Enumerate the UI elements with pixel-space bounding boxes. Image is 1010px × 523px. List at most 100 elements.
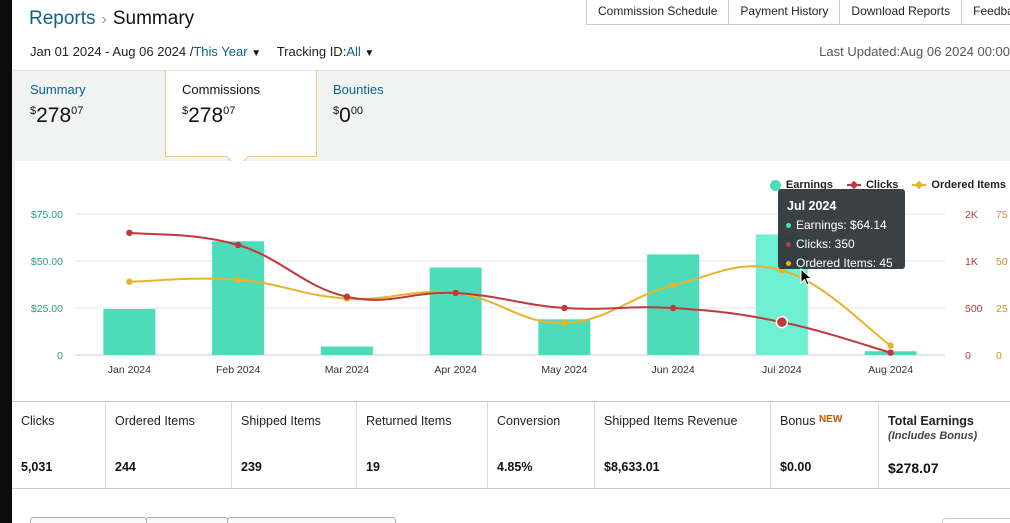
tile-bounties[interactable]: Bounties $000 [333, 71, 463, 157]
tracking-id-value: All [346, 44, 361, 59]
stat-label: Conversion [497, 414, 561, 428]
legend-earnings[interactable]: Earnings [769, 179, 833, 191]
x-tick-label: Feb 2024 [216, 364, 261, 376]
chevron-down-icon: ▼ [251, 48, 262, 59]
tooltip-earnings: Earnings: $64.14 [786, 218, 905, 232]
stat-label: Ordered Items [115, 414, 195, 428]
tile-bounties-title: Bounties [333, 82, 384, 97]
chart-legend: Earnings Clicks Ordered Items [756, 179, 1006, 191]
y-right-ordered-tick-label: 0 [996, 350, 1002, 362]
stat-value: 5,031 [21, 460, 53, 474]
tab-download-reports[interactable]: Download Reports [839, 0, 963, 25]
clicks-point [126, 229, 133, 236]
y-right-clicks-tick-label: 0 [965, 350, 971, 362]
stat-value: 244 [115, 460, 136, 474]
stat-returned-items: Returned Items 19 [357, 402, 488, 488]
chart-tooltip: Jul 2024 Earnings: $64.14 Clicks: 350 Or… [778, 189, 905, 270]
stat-total-earnings: Total Earnings (Includes Bonus) $278.07 [879, 402, 1010, 488]
x-tick-label: Mar 2024 [325, 364, 370, 376]
tile-summary-amount: $27807 [30, 104, 160, 128]
period-label: This Year [193, 44, 248, 59]
stats-row: Clicks 5,031 Ordered Items 244 Shipped Ite… [12, 401, 1010, 489]
date-range: Jan 01 2024 - Aug 06 2024 / [30, 44, 194, 59]
tooltip-ordered: Ordered Items: 45 [786, 256, 905, 270]
x-tick-label: Apr 2024 [434, 364, 477, 376]
tracking-id-label: Tracking ID: [276, 44, 347, 59]
tile-commissions[interactable]: Commissions $27807 [165, 71, 317, 169]
x-tick-label: Jun 2024 [652, 364, 695, 376]
currency-symbol: $ [333, 105, 340, 117]
clicks-point-highlight [775, 315, 789, 329]
last-updated: Last Updated:Aug 06 2024 00:00 [819, 44, 1010, 59]
bonus-label: Bonus [780, 414, 816, 428]
stat-bonus: Bonus NEW $0.00 [771, 402, 879, 488]
stat-label: Total Earnings [888, 414, 974, 428]
tile-summary[interactable]: Summary $27807 [30, 71, 160, 157]
tile-bounties-amount: $000 [333, 104, 463, 128]
tile-commissions-title: Commissions [182, 82, 261, 97]
stat-ordered-items: Ordered Items 244 [106, 402, 232, 488]
mouse-cursor-icon [800, 268, 813, 286]
tab-payment-history[interactable]: Payment History [728, 0, 841, 25]
legend-clicks-marker [846, 180, 861, 190]
breadcrumb-reports-link[interactable]: Reports [29, 8, 96, 29]
bottom-tab-2[interactable] [146, 517, 228, 523]
x-tick-label: Jan 2024 [108, 364, 151, 376]
ordered-items-point [887, 342, 894, 349]
clicks-point [561, 304, 568, 312]
earnings-bar [320, 346, 373, 355]
legend-earnings-marker [769, 179, 781, 191]
ordered-items-point [126, 278, 133, 285]
tooltip-clicks-text: Clicks: 350 [796, 237, 855, 251]
y-right-clicks-tick-label: 2K [965, 209, 978, 221]
amount-whole: 278 [188, 104, 224, 127]
tooltip-earnings-text: Earnings: $64.14 [796, 218, 887, 232]
stat-value: 4.85% [497, 460, 533, 474]
ordered-items-point [234, 276, 242, 283]
tab-feedback[interactable]: Feedback [961, 0, 1010, 25]
ordered-items-point [669, 282, 677, 289]
bottom-right-control[interactable] [942, 518, 1010, 523]
y-right-clicks-tick-label: 500 [965, 303, 983, 315]
stat-label: Bonus NEW [780, 414, 878, 428]
bottom-tabs [30, 517, 396, 523]
clicks-point [887, 349, 894, 356]
summary-panel: Summary $27807 Commissions $27807 Bounti… [12, 70, 1010, 401]
y-right-ordered-tick-label: 25 [996, 303, 1008, 315]
currency-symbol: $ [182, 105, 189, 117]
period-dropdown[interactable]: This Year ▼ [193, 44, 261, 59]
tab-commission-schedule[interactable]: Commission Schedule [586, 0, 730, 25]
x-tick-label: May 2024 [541, 364, 587, 376]
top-bar: Reports › Summary Commission Schedule Paym… [12, 0, 1010, 42]
y-left-tick-label: $50.00 [31, 256, 63, 268]
legend-ordered-items[interactable]: Ordered Items [912, 179, 1006, 191]
earnings-bar [647, 254, 700, 355]
bottom-tab-3[interactable] [227, 517, 396, 523]
y-left-tick-label: $25.00 [31, 303, 63, 315]
tooltip-clicks: Clicks: 350 [786, 237, 905, 251]
stat-value: $278.07 [888, 460, 939, 476]
stat-value: $8,633.01 [604, 460, 660, 474]
clicks-point [234, 241, 242, 249]
chevron-down-icon: ▼ [364, 48, 375, 59]
bottom-tab-1[interactable] [30, 517, 147, 523]
tooltip-ordered-text: Ordered Items: 45 [796, 256, 893, 270]
stat-shipped-items: Shipped Items 239 [232, 402, 357, 488]
reports-page: Reports › Summary Commission Schedule Paym… [12, 0, 1010, 523]
clicks-point [669, 304, 677, 312]
y-right-clicks-tick-label: 1K [965, 256, 978, 268]
earnings-bar [103, 308, 156, 355]
x-tick-label: Aug 2024 [868, 364, 913, 376]
tooltip-title: Jul 2024 [787, 199, 837, 213]
y-left-tick-label: $75.00 [31, 209, 63, 221]
clicks-point [343, 293, 351, 300]
tracking-id-dropdown[interactable]: Tracking ID:All ▼ [277, 44, 375, 59]
amount-whole: 278 [36, 104, 72, 127]
stat-clicks: Clicks 5,031 [12, 402, 106, 488]
stat-shipped-revenue: Shipped Items Revenue $8,633.01 [595, 402, 771, 488]
stat-value: 239 [241, 460, 262, 474]
legend-clicks[interactable]: Clicks [846, 179, 898, 191]
stat-label: Returned Items [366, 414, 452, 428]
amount-whole: 0 [339, 104, 351, 127]
stat-sublabel: (Includes Bonus) [888, 430, 978, 442]
